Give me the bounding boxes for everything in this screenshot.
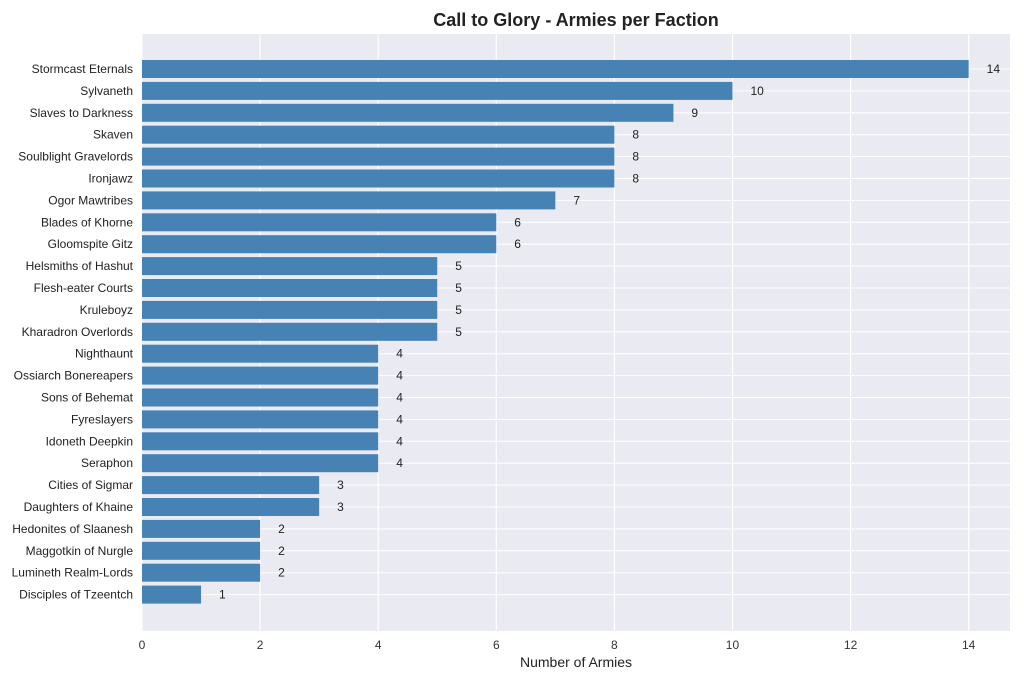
category-label: Kruleboyz (80, 303, 133, 317)
x-tick-label: 6 (493, 638, 500, 652)
bar (142, 519, 261, 538)
data-label: 3 (337, 478, 344, 492)
x-tick-label: 0 (139, 638, 146, 652)
bar (142, 125, 615, 144)
bar (142, 213, 497, 232)
x-tick-label: 12 (844, 638, 858, 652)
data-label: 4 (396, 369, 403, 383)
category-label: Sylvaneth (80, 84, 133, 98)
category-label: Ossiarch Bonereapers (14, 369, 133, 383)
data-label: 6 (514, 215, 521, 229)
bar (142, 476, 320, 495)
data-label: 14 (987, 62, 1001, 76)
data-label: 9 (691, 106, 698, 120)
value-labels: 14 10 9 8 8 8 7 6 6 5 5 5 5 4 4 4 4 4 4 3 3 2 2 2 1 (219, 62, 1000, 602)
category-label: Hedonites of Slaanesh (12, 522, 133, 536)
category-label: Fyreslayers (71, 412, 133, 426)
category-label: Stormcast Eternals (32, 62, 133, 76)
bar (142, 432, 379, 451)
bar (142, 279, 438, 297)
category-label: Lumineth Realm-Lords (12, 566, 133, 580)
category-label: Sons of Behemat (41, 391, 134, 405)
data-label: 5 (455, 303, 462, 317)
category-label: Flesh-eater Courts (34, 281, 133, 295)
bar (142, 169, 615, 188)
category-label: Helsmiths of Hashut (26, 259, 134, 273)
category-labels: Stormcast Eternals Sylvaneth Slaves to Dar… (12, 62, 134, 602)
bar (142, 257, 438, 276)
category-label: Skaven (93, 128, 133, 142)
category-label: Idoneth Deepkin (46, 434, 133, 448)
data-label: 6 (514, 237, 521, 251)
category-label: Blades of Khorne (41, 215, 133, 229)
bar (142, 563, 261, 582)
category-label: Disciples of Tzeentch (19, 588, 133, 602)
bar (142, 454, 379, 473)
data-label: 3 (337, 500, 344, 514)
data-label: 2 (278, 566, 285, 580)
category-label: Ironjawz (88, 172, 133, 186)
category-label: Soulblight Gravelords (18, 150, 133, 164)
bar (142, 103, 674, 122)
bar (142, 344, 379, 363)
category-label: Ogor Mawtribes (48, 193, 133, 207)
x-tick-label: 10 (726, 638, 740, 652)
data-label: 2 (278, 544, 285, 558)
data-label: 2 (278, 522, 285, 536)
data-label: 4 (396, 412, 403, 426)
category-label: Daughters of Khaine (24, 500, 134, 514)
bar (142, 191, 556, 210)
data-label: 10 (750, 84, 764, 98)
data-label: 7 (573, 193, 580, 207)
category-label: Gloomspite Gitz (48, 237, 133, 251)
data-label: 4 (396, 347, 403, 361)
data-label: 4 (396, 434, 403, 448)
category-label: Kharadron Overlords (22, 325, 133, 339)
data-label: 8 (632, 128, 639, 142)
x-axis-ticks: 0 2 4 6 8 10 12 14 (139, 638, 976, 652)
data-label: 5 (455, 281, 462, 295)
bar (142, 235, 497, 254)
x-tick-label: 8 (611, 638, 618, 652)
bar (142, 366, 379, 385)
bar (142, 81, 733, 100)
data-label: 5 (455, 325, 462, 339)
bar (142, 60, 969, 78)
bar (142, 541, 261, 560)
category-label: Cities of Sigmar (48, 478, 133, 492)
data-label: 8 (632, 172, 639, 186)
bar (142, 300, 438, 319)
bar (142, 410, 379, 429)
data-label: 4 (396, 456, 403, 470)
data-label: 5 (455, 259, 462, 273)
data-label: 4 (396, 391, 403, 405)
data-label: 1 (219, 588, 226, 602)
category-label: Nighthaunt (75, 347, 134, 361)
category-label: Maggotkin of Nurgle (26, 544, 134, 558)
category-label: Seraphon (81, 456, 133, 470)
bar (142, 322, 438, 341)
bars (142, 60, 969, 604)
bar (142, 498, 320, 516)
bar (142, 585, 202, 604)
x-axis-label: Number of Armies (520, 654, 632, 670)
x-tick-label: 2 (257, 638, 264, 652)
chart-title: Call to Glory - Armies per Faction (433, 10, 718, 30)
x-tick-label: 4 (375, 638, 382, 652)
bar (142, 388, 379, 407)
x-tick-label: 14 (962, 638, 976, 652)
bar (142, 147, 615, 166)
category-label: Slaves to Darkness (30, 106, 133, 120)
data-label: 8 (632, 150, 639, 164)
